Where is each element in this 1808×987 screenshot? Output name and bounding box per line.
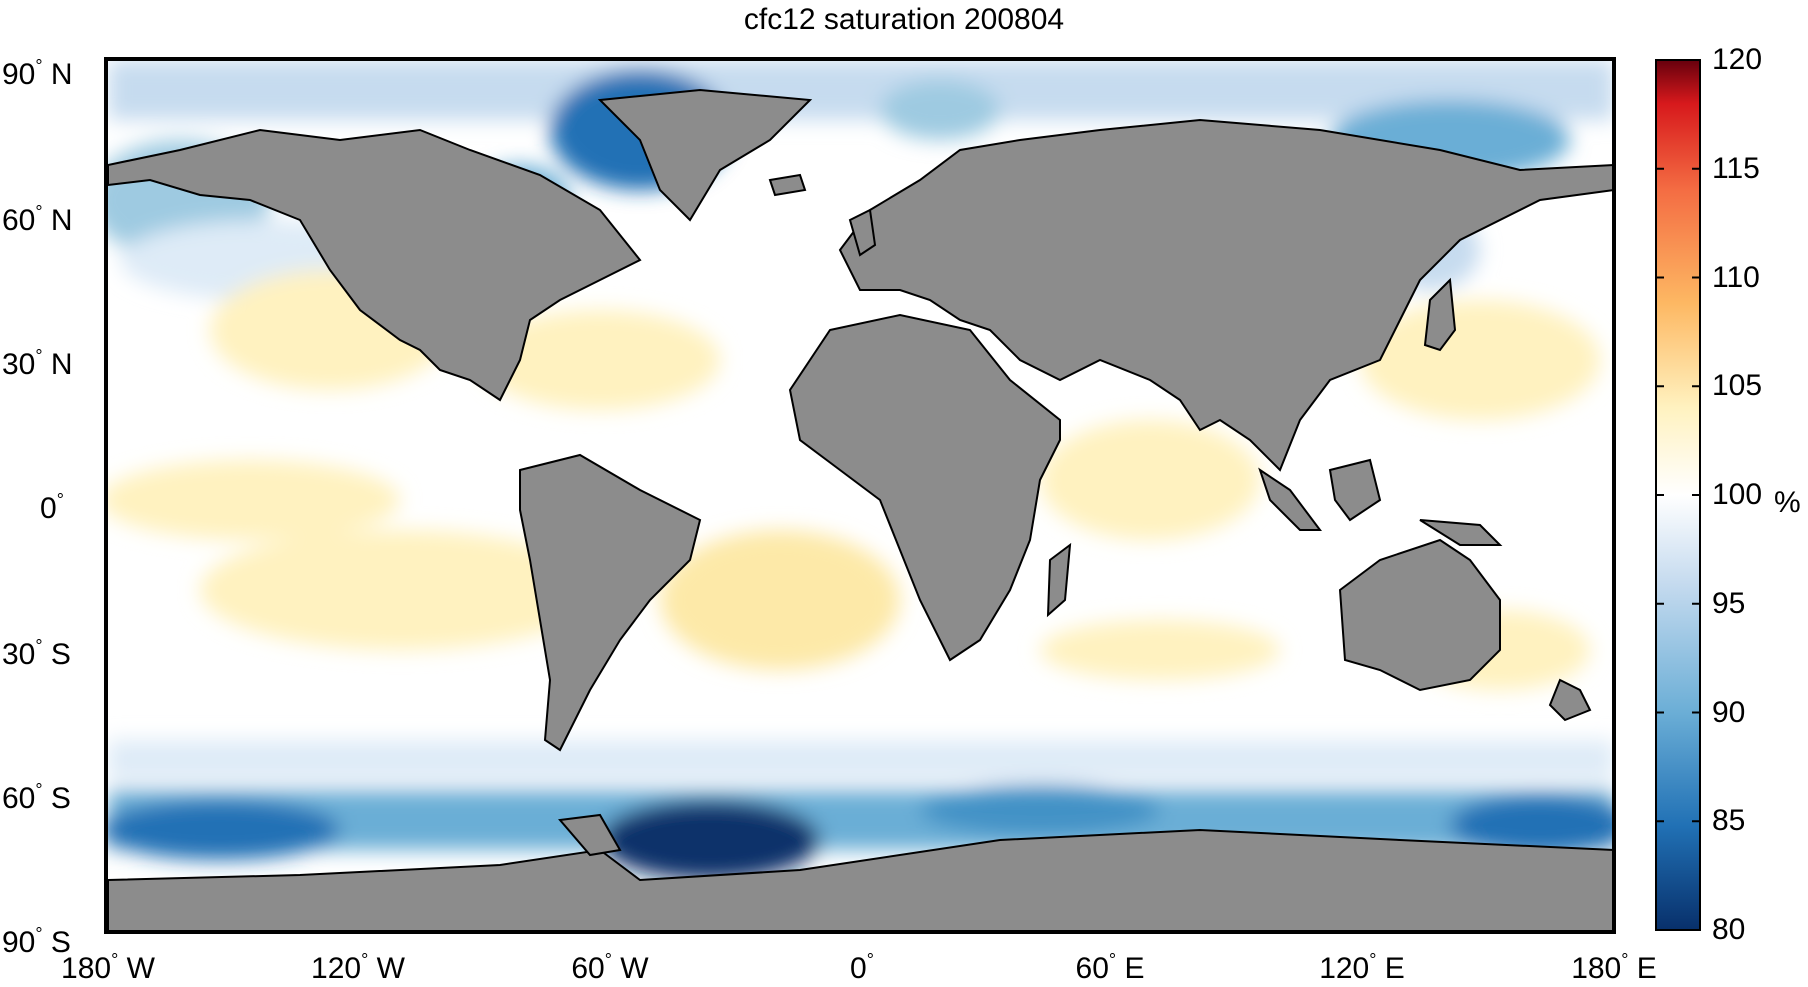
longitude-label: 60° E (1075, 950, 1145, 985)
colorbar-tick-label: 80 (1712, 913, 1746, 946)
map-title: cfc12 saturation 200804 (743, 3, 1065, 36)
land-masses (108, 88, 1614, 932)
longitude-label: 120° E (1319, 950, 1405, 985)
colorbar-tick-label: 90 (1712, 695, 1746, 729)
borneo (1328, 458, 1382, 522)
colorbar-tick-label: 120 (1712, 43, 1763, 76)
map-area (108, 60, 1614, 932)
colorbar-tick-label: 100 (1712, 478, 1763, 511)
australia (1338, 538, 1501, 692)
longitude-label: 60° W (571, 950, 649, 985)
new-zealand (1548, 678, 1592, 722)
british-isles (848, 208, 877, 257)
colorbar-ticks (1656, 59, 1700, 931)
antarctic-peninsula (558, 813, 622, 857)
latitude-label: 0° (40, 490, 64, 525)
latitude-label: 60° S (2, 780, 71, 815)
longitude-label: 0° (850, 950, 874, 985)
new-guinea (1419, 519, 1503, 546)
colorbar-tick-label: 110 (1712, 260, 1760, 294)
latitude-label: 90° S (2, 924, 71, 959)
longitude-label: 120° W (311, 950, 405, 985)
latitude-label: 30° S (2, 636, 71, 671)
colorbar-tick-label: 85 (1712, 804, 1746, 838)
iceland (768, 173, 807, 197)
longitude-label: 180° E (1571, 950, 1657, 985)
saturation-field (108, 60, 1614, 880)
latitude-label: 90° N (2, 56, 73, 91)
map-frame (104, 57, 1616, 934)
north-america (108, 128, 642, 402)
colorbar-tick-label: 115 (1712, 151, 1760, 185)
latitude-label: 30° N (2, 346, 73, 381)
eurasia (838, 118, 1614, 472)
colorbar (1655, 59, 1701, 931)
colorbar-unit: % (1774, 486, 1801, 519)
longitude-label: 180° W (61, 950, 155, 985)
colorbar-tick-label: 105 (1712, 369, 1763, 403)
antarctica (108, 828, 1614, 932)
sumatra (1258, 467, 1322, 531)
japan (1423, 277, 1457, 352)
africa (788, 313, 1061, 662)
south-america (519, 453, 702, 752)
latitude-label: 60° N (2, 202, 73, 237)
madagascar (1046, 542, 1072, 618)
greenland (597, 88, 813, 222)
colorbar-tick-label: 95 (1712, 586, 1746, 620)
